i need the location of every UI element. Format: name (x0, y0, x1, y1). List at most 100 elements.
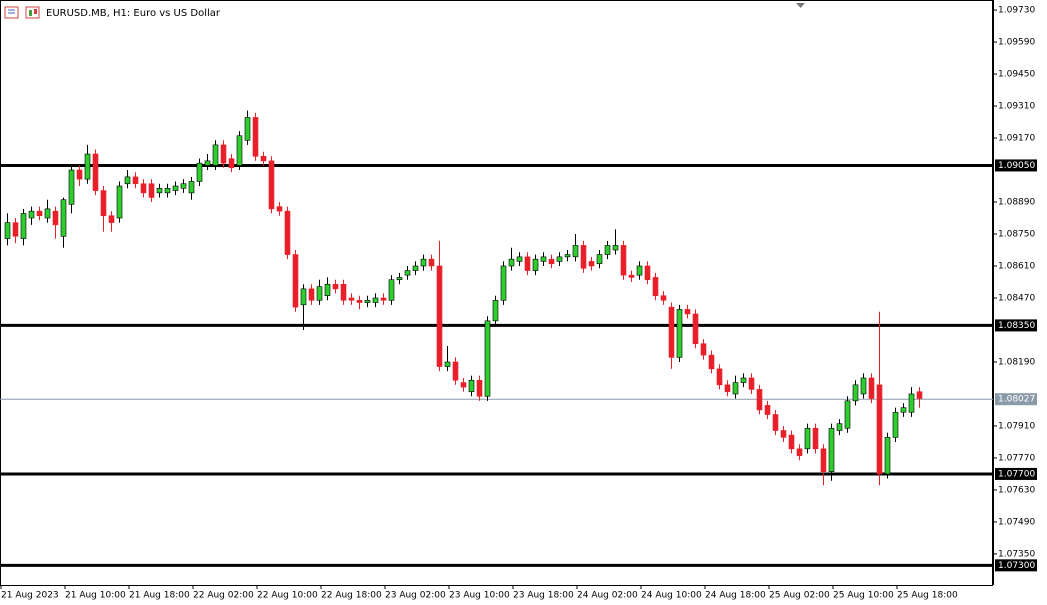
candle-body (708, 354, 715, 370)
candle-body (108, 215, 115, 223)
x-tick-label: 23 Aug 10:00 (449, 591, 510, 601)
candle-body (68, 169, 75, 205)
candle-body (676, 309, 683, 358)
candle-body (292, 254, 299, 308)
candle-body (780, 430, 787, 438)
candle-body (4, 222, 11, 239)
candle-body (860, 377, 867, 395)
candle-body (660, 295, 667, 301)
candle-body (492, 299, 499, 322)
candle-body (172, 185, 179, 191)
candle-body (268, 160, 275, 210)
y-tick-label: 1.08890 (998, 198, 1035, 208)
candle-body (788, 434, 795, 450)
candle-body (284, 210, 291, 255)
candle-body (460, 382, 467, 388)
x-tick-label: 25 Aug 10:00 (833, 591, 894, 601)
level-label-bg (995, 467, 1037, 480)
shift-marker (796, 3, 805, 8)
x-tick-label: 23 Aug 02:00 (385, 591, 446, 601)
x-tick-label: 22 Aug 10:00 (257, 591, 318, 601)
candle-body (148, 183, 155, 198)
candle-body (396, 277, 403, 281)
x-tick-label: 24 Aug 02:00 (577, 591, 638, 601)
candle-body (124, 176, 131, 185)
candle-body (380, 297, 387, 301)
candle-body (516, 256, 523, 262)
candle-body (196, 162, 203, 182)
candle-body (324, 283, 331, 296)
y-tick-label: 1.08750 (998, 230, 1035, 240)
x-tick-label: 21 Aug 18:00 (129, 591, 190, 601)
candle-body (724, 384, 731, 392)
candle-body (44, 208, 51, 219)
candle-body (300, 288, 307, 306)
y-tick-label: 1.07910 (998, 421, 1035, 431)
candle-body (508, 258, 515, 267)
x-tick-label: 25 Aug 02:00 (769, 591, 830, 601)
candle-body (620, 245, 627, 276)
x-tick-label: 24 Aug 18:00 (705, 591, 766, 601)
candle-body (388, 279, 395, 301)
candle-body (588, 261, 595, 267)
candle-body (652, 277, 659, 296)
y-tick-label: 1.09590 (998, 38, 1035, 48)
y-tick-label: 1.09310 (998, 102, 1035, 112)
candle-body (180, 183, 187, 189)
y-tick-label: 1.09450 (998, 70, 1035, 80)
candle-body (332, 283, 339, 290)
candle-body (756, 389, 763, 411)
level-label: 1.07700 (998, 469, 1035, 479)
chart-title: EURUSD.MB, H1: Euro vs US Dollar (46, 8, 221, 19)
candle-body (100, 190, 107, 217)
x-tick-label: 22 Aug 18:00 (321, 591, 382, 601)
candle-body (636, 265, 643, 276)
candle-body (812, 427, 819, 450)
level-label-bg (995, 319, 1037, 332)
candle-body (916, 391, 923, 399)
candle-body (580, 245, 587, 269)
candle-body (716, 368, 723, 386)
candle-body (156, 187, 163, 194)
candle-body (732, 382, 739, 395)
candle-body (612, 245, 619, 251)
level-label-bg (995, 159, 1037, 172)
candle-body (20, 213, 27, 239)
candle-body (740, 377, 747, 383)
x-tick-label: 23 Aug 18:00 (513, 591, 574, 601)
candle-body (116, 185, 123, 219)
level-label: 1.09050 (998, 161, 1035, 171)
candle-body (700, 343, 707, 356)
candle-body (572, 245, 579, 258)
candle-body (220, 144, 227, 164)
candle-body (748, 377, 755, 390)
candle-body (92, 153, 99, 191)
icon (25, 6, 40, 19)
y-tick-label: 1.08470 (998, 293, 1035, 303)
candle-body (892, 411, 899, 438)
candle-body (596, 254, 603, 265)
candle-body (84, 153, 91, 180)
candle-body (60, 199, 67, 237)
candle-body (140, 183, 147, 194)
candle-body (260, 156, 267, 162)
candle-body (28, 210, 35, 219)
candle-body (52, 210, 59, 226)
candle-body (428, 258, 435, 267)
candle-body (564, 254, 571, 258)
candle-body (820, 448, 827, 472)
candle-body (420, 258, 427, 267)
candle-body (12, 222, 19, 237)
level-label-bg (995, 559, 1037, 572)
icon (29, 10, 32, 16)
candle-body (844, 400, 851, 429)
candle-body (244, 117, 251, 141)
x-tick-label: 25 Aug 18:00 (897, 591, 958, 601)
candle-body (476, 379, 483, 397)
x-tick-label: 24 Aug 10:00 (641, 591, 702, 601)
y-tick-label: 1.08190 (998, 357, 1035, 367)
candle-body (828, 427, 835, 472)
candle-body (372, 297, 379, 303)
candle-body (188, 181, 195, 194)
